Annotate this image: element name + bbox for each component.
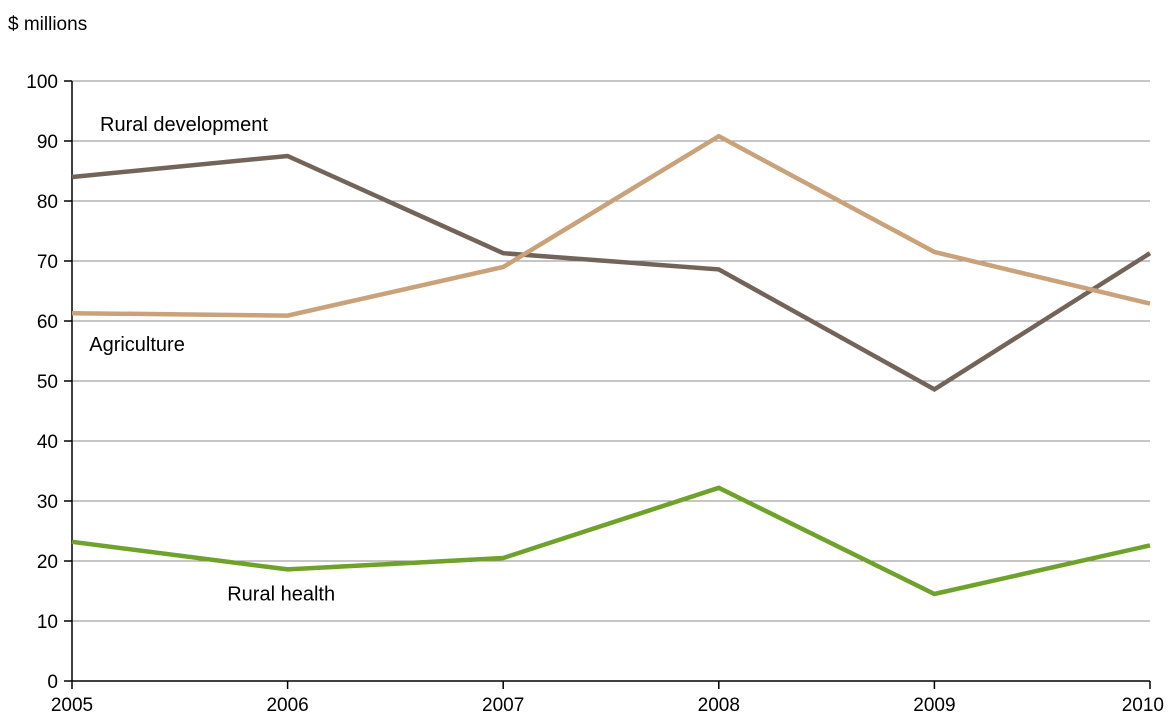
y-tick-label: 50 [37, 372, 58, 393]
y-tick-label: 60 [37, 312, 58, 333]
y-tick-label: 0 [47, 672, 58, 693]
x-tick-label: 2005 [51, 695, 93, 716]
x-axis-ticks: 2005 2006 2007 2008 2009 2010 [51, 681, 1164, 716]
series-line-rural-development [71, 153, 1152, 393]
y-tick-label: 20 [37, 552, 58, 573]
series-labels: Rural development Agriculture Rural health [89, 114, 335, 606]
gridlines [72, 80, 1150, 622]
series-line-rural-health [71, 485, 1151, 597]
series-line-agriculture [71, 133, 1151, 318]
y-tick-label: 40 [37, 432, 58, 453]
x-tick-label: 2008 [698, 695, 740, 716]
y-tick-label: 100 [26, 72, 58, 93]
series-label-rural-health: Rural health [227, 584, 335, 606]
series-label-agriculture: Agriculture [89, 334, 185, 356]
y-tick-label: 30 [37, 492, 58, 513]
y-tick-label: 70 [37, 252, 58, 273]
y-tick-label: 90 [37, 132, 58, 153]
y-axis-ticks: 0 10 20 30 40 50 60 70 80 90 100 [26, 72, 72, 693]
x-tick-label: 2006 [266, 695, 308, 716]
x-tick-label: 2007 [482, 695, 524, 716]
y-tick-label: 10 [37, 612, 58, 633]
series-lines [71, 133, 1152, 597]
x-tick-label: 2009 [913, 695, 955, 716]
y-axis-unit-label: $ millions [8, 14, 87, 35]
y-tick-label: 80 [37, 192, 58, 213]
x-tick-label: 2010 [1122, 695, 1164, 716]
series-label-rural-development: Rural development [100, 114, 268, 136]
